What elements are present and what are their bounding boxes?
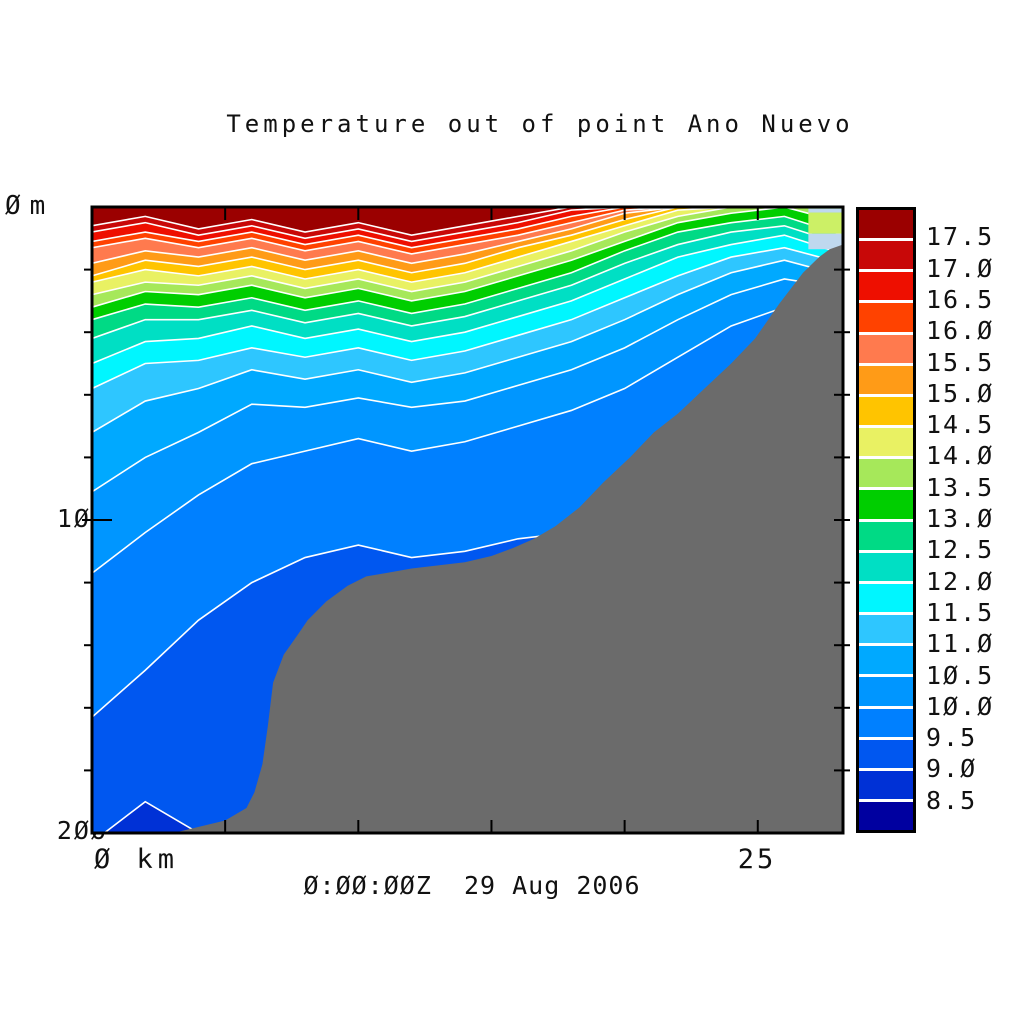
isotherm-contour-line bbox=[93, 208, 675, 255]
isotherm-contour-line bbox=[104, 800, 199, 832]
temperature-band bbox=[105, 801, 197, 832]
pale-blue-patch bbox=[808, 233, 842, 250]
temperature-band bbox=[93, 208, 715, 283]
colorbar-band bbox=[859, 643, 913, 675]
isotherm-contour-line bbox=[93, 246, 842, 389]
colorbar-band bbox=[859, 580, 913, 613]
isotherm-contour-line bbox=[93, 278, 842, 493]
colorbar-tick-label: 13.Ø bbox=[926, 503, 995, 533]
temperature-band bbox=[93, 260, 842, 492]
colorbar-band bbox=[859, 210, 913, 239]
temperature-band bbox=[93, 208, 842, 307]
colorbar-tick-label: 14.5 bbox=[926, 409, 995, 439]
temperature-band bbox=[93, 216, 842, 339]
isotherm-contour-line bbox=[93, 224, 842, 339]
timestamp-label: Ø:ØØ:ØØZ 29 Aug 2006 bbox=[303, 871, 641, 900]
isotherm-contour-line bbox=[93, 215, 842, 321]
colorbar-band bbox=[859, 269, 913, 301]
colorbar-tick-label: 15.5 bbox=[926, 347, 995, 377]
colorbar-tick-label: 1Ø.5 bbox=[926, 660, 995, 690]
colorbar-band bbox=[859, 736, 913, 768]
colorbar-tick-label: 14.Ø bbox=[926, 441, 995, 471]
colorbar-band bbox=[859, 362, 913, 394]
colorbar-band bbox=[859, 487, 913, 519]
colorbar-tick-label: 12.5 bbox=[926, 535, 995, 565]
colorbar-tick-label: 15.Ø bbox=[926, 378, 995, 408]
temperature-band bbox=[93, 225, 842, 364]
x-axis-label-0km: Ø km bbox=[94, 844, 180, 875]
temperature-band bbox=[93, 235, 842, 389]
colorbar-tick-label: 17.Ø bbox=[926, 253, 995, 283]
page-title: Temperature out of point Ano Nuevo bbox=[226, 110, 854, 138]
colorbar-band bbox=[859, 705, 913, 737]
temperature-band bbox=[93, 208, 726, 295]
colorbar-tick-label: 9.5 bbox=[926, 722, 978, 752]
colorbar-tick-label: 17.5 bbox=[926, 222, 995, 252]
isotherm-contour-line bbox=[93, 306, 842, 574]
colorbar-band bbox=[859, 456, 913, 488]
pale-blue-surface-sliver bbox=[808, 208, 842, 213]
yellow-green-sliver bbox=[808, 212, 842, 234]
temperature-band bbox=[93, 208, 661, 254]
isotherm-contour-line bbox=[93, 208, 624, 249]
colorbar-tick-label: 13.5 bbox=[926, 472, 995, 502]
colorbar-band bbox=[859, 674, 913, 706]
colorbar-band bbox=[859, 300, 913, 332]
colorbar-tick-label: 1Ø.Ø bbox=[926, 691, 995, 721]
isotherm-contour-line bbox=[93, 234, 842, 364]
colorbar-band bbox=[859, 518, 913, 550]
colorbar-band bbox=[859, 331, 913, 363]
temperature-band bbox=[93, 208, 842, 320]
isotherm-contour-line bbox=[93, 208, 622, 243]
isotherm-contour-line bbox=[93, 208, 842, 308]
colorbar-tick-label: 16.Ø bbox=[926, 316, 995, 346]
colorbar-tick-label: 11.5 bbox=[926, 597, 995, 627]
colorbar-band bbox=[859, 612, 913, 644]
isotherm-contour-line bbox=[93, 208, 678, 277]
temperature-band bbox=[93, 247, 842, 432]
colorbar-tick-label: 12.Ø bbox=[926, 566, 995, 596]
colorbar-band bbox=[859, 393, 913, 426]
isotherm-contour-line bbox=[93, 208, 571, 236]
colorbar-band bbox=[859, 238, 913, 270]
isotherm-contour-line bbox=[93, 208, 731, 296]
colorbar-band bbox=[859, 549, 913, 581]
temperature-colorbar bbox=[856, 207, 916, 833]
seafloor-bathymetry bbox=[177, 244, 842, 832]
temperature-band bbox=[93, 307, 842, 717]
colorbar-tick-label: 9.Ø bbox=[926, 754, 978, 784]
colorbar-tick-label: 8.5 bbox=[926, 785, 978, 815]
temperature-band bbox=[93, 278, 842, 573]
y-axis-label-0m: Øm bbox=[5, 191, 55, 221]
colorbar-band bbox=[859, 425, 913, 457]
colorbar-tick-label: 11.Ø bbox=[926, 629, 995, 659]
isotherm-contour-line bbox=[93, 208, 677, 265]
x-axis-label-25km: 25 bbox=[737, 844, 777, 875]
isotherm-contour-line bbox=[93, 259, 842, 433]
colorbar-tick-label: 16.5 bbox=[926, 284, 995, 314]
colorbar-band bbox=[859, 767, 913, 799]
colorbar-band bbox=[859, 798, 913, 831]
temperature-band bbox=[92, 864, 843, 1024]
